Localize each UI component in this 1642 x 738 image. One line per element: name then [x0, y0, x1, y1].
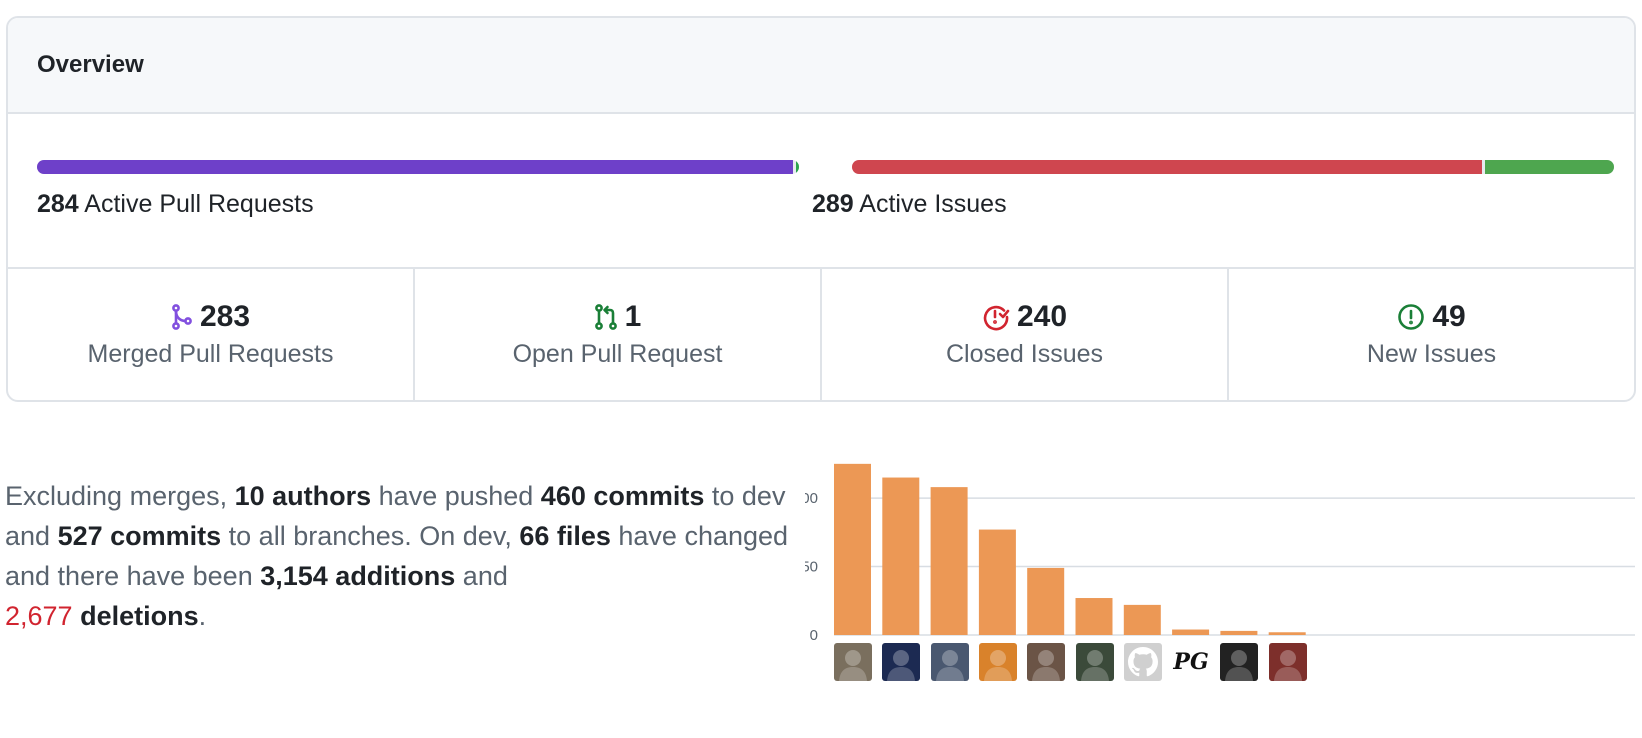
avatar-initials: PG: [1173, 649, 1209, 675]
authors-count: 10 authors: [234, 481, 372, 511]
bar-author-4: [978, 529, 1016, 635]
overview-panel: Overview 284 Active Pull Requests 289 Ac…: [6, 16, 1636, 402]
active-issues-count: 289: [812, 190, 854, 218]
stats-row: 283 Merged Pull Requests 1 Open Pull Req…: [8, 269, 1634, 400]
avatar-photo-5[interactable]: [1027, 643, 1066, 681]
closed-issues-segment: [852, 160, 1482, 174]
merged-prs-segment: [37, 160, 793, 174]
commits-dev-count: 460 commits: [540, 481, 705, 511]
git-pull-request-icon: [594, 304, 618, 330]
pg-logo-avatar-8[interactable]: PG: [1172, 643, 1211, 681]
person-silhouette-icon: [887, 650, 916, 681]
deletions-label: deletions: [72, 601, 199, 631]
summary-text: have pushed: [371, 481, 541, 511]
summary-text: and: [455, 561, 508, 591]
new-issues-label: New Issues: [1366, 340, 1497, 368]
bar-author-5: [1027, 567, 1065, 635]
commits-by-author-chart: 0 50 100: [805, 463, 1635, 644]
github-icon: [1127, 647, 1158, 677]
bar-author-10: [1268, 632, 1306, 635]
y-tick-label: 0: [810, 627, 818, 644]
avatar-photo-9[interactable]: [1220, 643, 1259, 681]
overview-header: Overview: [8, 18, 1634, 114]
y-tick-label: 50: [805, 559, 818, 576]
person-silhouette-icon: [1225, 650, 1254, 681]
summary-text: Excluding merges,: [5, 481, 235, 511]
summary-text: .: [198, 601, 207, 631]
bar-author-7: [1123, 604, 1161, 635]
bar-author-6: [1075, 598, 1113, 635]
avatar-photo-2[interactable]: [882, 643, 921, 681]
closed-issues-label: Closed Issues: [945, 340, 1104, 368]
summary-text: to all branches. On dev,: [221, 521, 520, 551]
y-tick-label: 100: [805, 490, 818, 507]
active-pull-requests-label: Active Pull Requests: [84, 190, 314, 218]
issue-opened-icon: [1397, 303, 1425, 331]
merged-pull-requests-count: 283: [199, 300, 251, 333]
summary-text: have changed and there have been: [5, 521, 789, 591]
summary-text: to dev and: [5, 481, 786, 551]
avatar-photo-6[interactable]: [1075, 643, 1114, 681]
new-issues-segment: [1484, 160, 1614, 174]
bar-author-2: [882, 477, 920, 635]
active-pull-requests-count: 284: [37, 190, 79, 218]
overview-title: Overview: [37, 51, 144, 78]
bar-author-1: [834, 463, 871, 635]
deletions-count: 2,677: [5, 601, 73, 631]
avatar-photo-10[interactable]: [1268, 643, 1307, 681]
person-silhouette-icon: [1273, 650, 1302, 681]
avatar-photo-3[interactable]: [930, 643, 969, 681]
avatar-photo-4[interactable]: [978, 643, 1017, 681]
avatar-photo-1[interactable]: [834, 643, 872, 681]
bar-author-9: [1220, 630, 1258, 635]
person-silhouette-icon: [983, 650, 1012, 681]
stat-open-pull-request[interactable]: 1 Open Pull Request: [415, 269, 822, 400]
additions-label: additions: [327, 561, 456, 591]
issues-progress[interactable]: [852, 160, 1614, 174]
stat-merged-pull-requests[interactable]: 283 Merged Pull Requests: [8, 269, 415, 400]
merged-pull-requests-label: Merged Pull Requests: [87, 340, 334, 368]
pull-requests-progress[interactable]: [37, 160, 799, 174]
bar-author-3: [930, 487, 968, 635]
stat-new-issues[interactable]: 49 New Issues: [1229, 269, 1634, 400]
closed-issues-count: 240: [1016, 300, 1068, 333]
active-issues-label: Active Issues: [859, 190, 1007, 218]
git-merge-icon: [171, 304, 193, 330]
commit-summary: Excluding merges, 10 authors have pushed…: [5, 476, 795, 636]
bar-author-8: [1172, 629, 1210, 635]
active-pull-requests-caption[interactable]: 284 Active Pull Requests: [37, 190, 314, 219]
issue-closed-icon: [982, 303, 1010, 331]
new-issues-count: 49: [1432, 300, 1466, 333]
commits-all-count: 527 commits: [57, 521, 222, 551]
person-silhouette-icon: [839, 650, 867, 681]
github-default-avatar-7[interactable]: [1123, 643, 1162, 681]
active-issues-caption[interactable]: 289 Active Issues: [812, 190, 1007, 219]
person-silhouette-icon: [935, 650, 964, 681]
files-changed-count: 66 files: [519, 521, 611, 551]
open-pull-request-count: 1: [624, 300, 642, 333]
open-pull-request-label: Open Pull Request: [512, 340, 723, 368]
activity-bars: 284 Active Pull Requests 289 Active Issu…: [8, 114, 1634, 269]
stat-closed-issues[interactable]: 240 Closed Issues: [822, 269, 1229, 400]
open-prs-segment: [795, 160, 799, 174]
person-silhouette-icon: [1080, 650, 1109, 681]
additions-count: 3,154: [260, 561, 328, 591]
person-silhouette-icon: [1032, 650, 1061, 681]
